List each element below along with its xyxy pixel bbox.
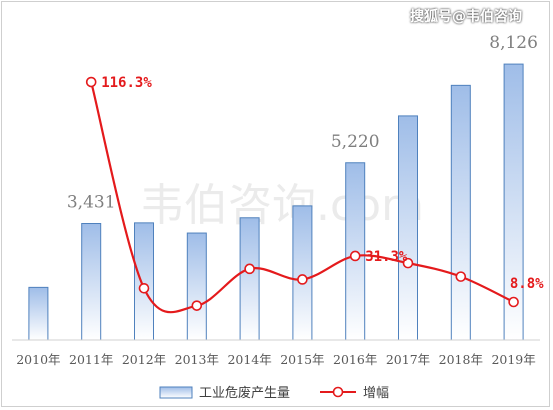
bar-2011年: [81, 223, 102, 341]
growth-data-label: 31.3%: [365, 249, 408, 265]
watermark-center: 韦伯咨询.com: [140, 180, 424, 231]
bar-2015年: [292, 205, 313, 341]
growth-data-label: 8.8%: [510, 276, 544, 292]
growth-point-2018年: [455, 271, 467, 282]
bar-data-label: 5,220: [331, 132, 380, 152]
x-tick-label: 2019年: [491, 352, 535, 367]
growth-point-2015年: [297, 274, 308, 285]
growth-point-2013年: [191, 300, 203, 311]
growth-point-2014年: [244, 263, 255, 275]
x-tick-label: 2014年: [227, 352, 271, 367]
bar-data-label: 3,431: [67, 193, 116, 213]
x-tick-label: 2016年: [333, 352, 377, 367]
bar-2018年: [450, 84, 471, 341]
x-tick-label: 2013年: [175, 352, 219, 367]
x-tick-label: 2015年: [280, 352, 324, 367]
bar-2014年: [239, 217, 260, 341]
bar-2010年: [28, 286, 49, 341]
x-tick-label: 2011年: [69, 352, 113, 367]
growth-data-label: 116.3%: [101, 75, 152, 91]
growth-point-2016年: [349, 250, 361, 262]
x-tick-label: 2010年: [16, 352, 60, 367]
growth-point-2017年: [402, 257, 414, 269]
growth-line: [90, 81, 515, 314]
growth-point-2019年: [508, 296, 519, 308]
x-tick-label: 2017年: [386, 352, 430, 367]
watermark-top-right: 搜狐号@韦伯咨询: [410, 9, 522, 25]
legend-swatch-bars: [159, 386, 193, 399]
legend-marker-line: [332, 386, 344, 398]
x-tick-label: 2018年: [439, 352, 483, 367]
bar-2017年: [398, 115, 418, 341]
legend-label-bars: 工业危废产生量: [199, 385, 290, 401]
x-tick-label: 2012年: [122, 352, 166, 367]
legend-label-line: 增幅: [363, 386, 389, 401]
growth-point-2012年: [138, 282, 150, 294]
bar-2012年: [134, 222, 154, 341]
growth-point-2011年: [85, 76, 97, 88]
bar-data-label: 8,126: [489, 33, 538, 53]
bar-2013年: [186, 232, 207, 341]
